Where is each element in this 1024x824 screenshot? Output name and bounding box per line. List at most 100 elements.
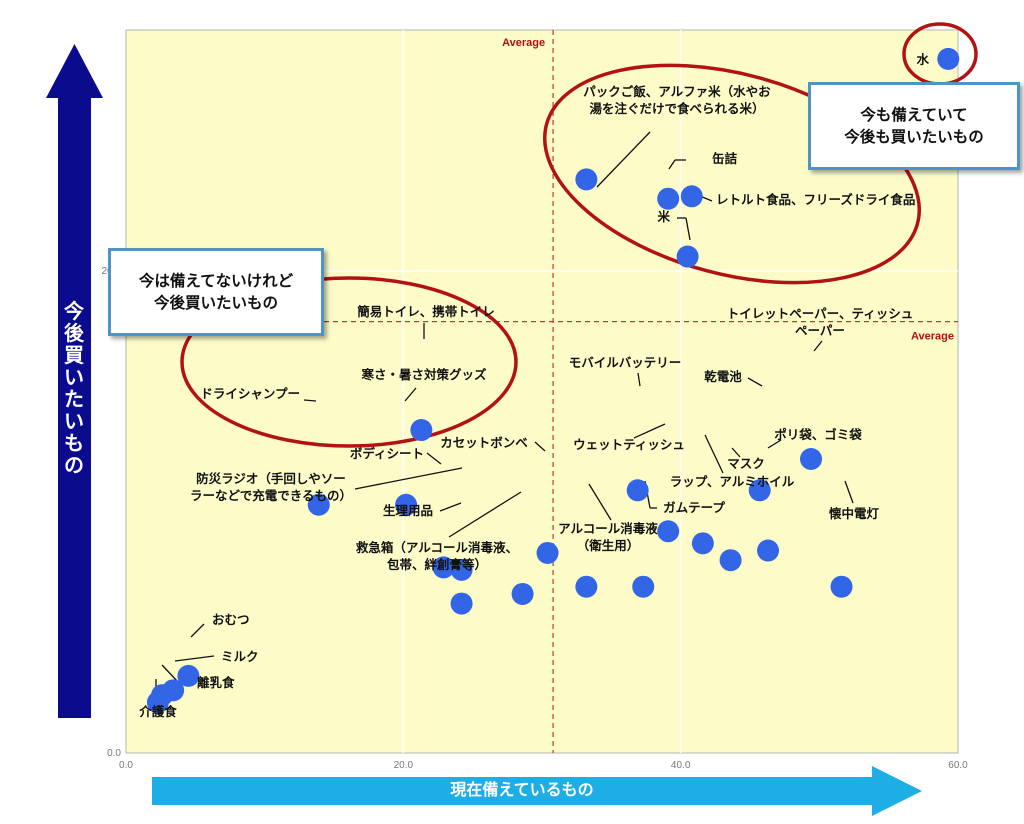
callout-line: 今も備えていて <box>860 105 968 124</box>
point-label: ラップ、アルミホイル <box>670 474 795 489</box>
highlight-ellipse-top <box>542 63 922 285</box>
x-axis-title: 現在備えているもの <box>450 780 594 799</box>
callout-line: 今は備えてないけれど <box>138 271 294 290</box>
x-tick-label: 40.0 <box>671 760 691 771</box>
data-point <box>307 493 330 516</box>
data-point <box>575 168 598 191</box>
callout-current-and-future: 今も備えていて 今後も買いたいもの <box>808 82 1020 170</box>
point-label-line: カセットボンベ <box>440 435 528 450</box>
leader-line <box>685 217 691 241</box>
data-point <box>691 532 714 555</box>
leader-line <box>190 623 205 638</box>
point-label: 救急箱（アルコール消毒液、包帯、絆創膏等） <box>356 540 518 572</box>
point-label-line: マスク <box>727 456 765 471</box>
point-label: ウェットティッシュ <box>573 437 685 452</box>
point-label: モバイルバッテリー <box>569 355 682 370</box>
data-point <box>626 479 649 502</box>
callout-line: 今後も買いたいもの <box>844 128 984 146</box>
data-point <box>680 185 703 208</box>
data-points <box>146 47 960 714</box>
x-tick-label: 60.0 <box>948 760 968 771</box>
point-label: 生理用品 <box>383 503 433 518</box>
data-point <box>450 558 473 581</box>
leader-line <box>731 447 741 458</box>
data-point <box>748 479 771 502</box>
y-axis-arrow <box>46 44 103 718</box>
point-label: 懐中電灯 <box>829 506 880 521</box>
point-label: ミルク <box>221 649 259 664</box>
point-label: ボディシート <box>350 446 424 461</box>
point-label-line: 簡易トイレ、携帯トイレ <box>357 304 495 319</box>
callout-line: 今後買いたいもの <box>153 294 278 312</box>
data-point <box>511 582 534 605</box>
point-label: パックご飯、アルファ米（水やお湯を注ぐだけで食べられる米） <box>583 84 771 116</box>
data-point <box>410 419 433 442</box>
point-label: 水 <box>916 52 929 67</box>
data-point <box>937 47 960 70</box>
point-label: 防災ラジオ（手回しやソーラーなどで充電できるもの） <box>190 471 352 503</box>
average-x-label: Average <box>502 37 545 49</box>
point-label-line: 湯を注ぐだけで食べられる米） <box>589 101 764 116</box>
data-point <box>800 447 823 470</box>
leader-line <box>588 483 612 521</box>
point-label-line: ミルク <box>221 649 259 664</box>
point-label-line: ウェットティッシュ <box>573 437 685 452</box>
data-point <box>719 549 742 572</box>
leader-line <box>426 452 442 465</box>
point-label-line: パックご飯、アルファ米（水やお <box>583 84 771 99</box>
data-point <box>757 539 780 562</box>
point-label: マスク <box>727 456 765 471</box>
highlight-ellipse-left <box>180 276 518 448</box>
y-axis-title: 今 後 買 い た い も の <box>64 299 84 477</box>
point-label: 乾電池 <box>704 369 742 384</box>
x-axis-arrow <box>152 766 922 816</box>
leader-line <box>844 480 854 504</box>
point-label-line: ボディシート <box>350 446 424 461</box>
point-label: ガムテープ <box>663 500 725 515</box>
data-point <box>450 592 473 615</box>
point-label: 寒さ・暑さ対策グッズ <box>360 367 487 382</box>
point-label-line: 水 <box>916 52 929 67</box>
point-label-line: ラップ、アルミホイル <box>670 474 795 489</box>
data-point <box>830 575 853 598</box>
point-label: おむつ <box>212 612 250 627</box>
point-label: 米 <box>656 209 670 224</box>
point-label: 離乳食 <box>197 675 235 690</box>
leader-line <box>439 502 462 512</box>
point-label: 缶詰 <box>712 151 738 166</box>
point-label: ドライシャンプー <box>200 386 300 401</box>
data-point <box>575 575 598 598</box>
point-label-line: ラーなどで充電できるもの） <box>190 488 352 503</box>
point-label-line: 生理用品 <box>383 503 433 518</box>
leader-line <box>668 159 676 170</box>
callout-future-only: 今は備えてないけれど 今後買いたいもの <box>108 248 324 336</box>
point-label-line: ポリ袋、ゴミ袋 <box>774 427 862 442</box>
point-label-line: 寒さ・暑さ対策グッズ <box>360 367 487 382</box>
average-y-label: Average <box>911 331 954 343</box>
data-point <box>146 691 169 714</box>
point-label-line: おむつ <box>212 612 250 627</box>
leader-line <box>174 655 215 662</box>
point-label: カセットボンベ <box>440 435 528 450</box>
point-label-line: 米 <box>656 209 670 224</box>
data-point <box>632 575 655 598</box>
x-tick-label: 20.0 <box>394 760 414 771</box>
leader-line <box>354 467 463 490</box>
point-label-line: 離乳食 <box>197 675 235 690</box>
point-label-line: ガムテープ <box>663 500 725 515</box>
point-label-line: 介護食 <box>138 704 177 719</box>
x-tick-label: 0.0 <box>119 760 133 771</box>
point-label-line: モバイルバッテリー <box>569 355 682 370</box>
highlight-ellipses <box>180 22 978 448</box>
data-point <box>657 187 680 210</box>
data-point <box>657 520 680 543</box>
leader-line <box>637 372 641 387</box>
point-label-line: 懐中電灯 <box>829 506 880 521</box>
leader-line <box>767 439 782 449</box>
point-label-line: 救急箱（アルコール消毒液、 <box>356 540 518 555</box>
point-label-line: 缶詰 <box>712 151 738 166</box>
leader-line <box>813 340 823 352</box>
point-label-line: レトルト食品、フリーズドライ食品 <box>716 192 915 207</box>
point-label-line: 乾電池 <box>704 369 742 384</box>
